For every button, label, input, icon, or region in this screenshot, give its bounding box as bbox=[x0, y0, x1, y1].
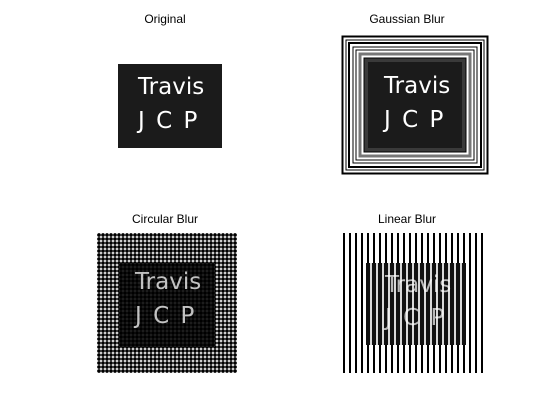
panel-title-linear-blur: Linear Blur bbox=[377, 212, 437, 226]
panel-title-original: Original bbox=[144, 12, 186, 26]
circular-blur-dark-region bbox=[119, 263, 215, 347]
gaussian-blur-image: Travis J C P bbox=[341, 35, 489, 175]
gaussian-frame-lines bbox=[341, 35, 489, 175]
circular-text-line2: J C P bbox=[135, 303, 197, 329]
original-text-line2: J C P bbox=[138, 108, 200, 134]
circular-text-line1: Travis bbox=[135, 269, 202, 295]
circular-blur-image: Travis J C P bbox=[97, 233, 237, 373]
panel-title-gaussian-blur: Gaussian Blur bbox=[369, 12, 445, 26]
gaussian-text-line2: J C P bbox=[384, 107, 446, 133]
panel-title-circular-blur: Circular Blur bbox=[131, 212, 198, 226]
original-text-line1: Travis bbox=[138, 74, 205, 100]
linear-blur-dark-region bbox=[366, 263, 466, 345]
linear-blur-image: Travis J C P bbox=[343, 233, 483, 373]
linear-text-line1: Travis bbox=[385, 272, 452, 298]
original-image: Travis J C P bbox=[118, 64, 222, 148]
gaussian-text-line1: Travis bbox=[384, 73, 451, 99]
linear-text-line2: J C P bbox=[385, 305, 447, 331]
